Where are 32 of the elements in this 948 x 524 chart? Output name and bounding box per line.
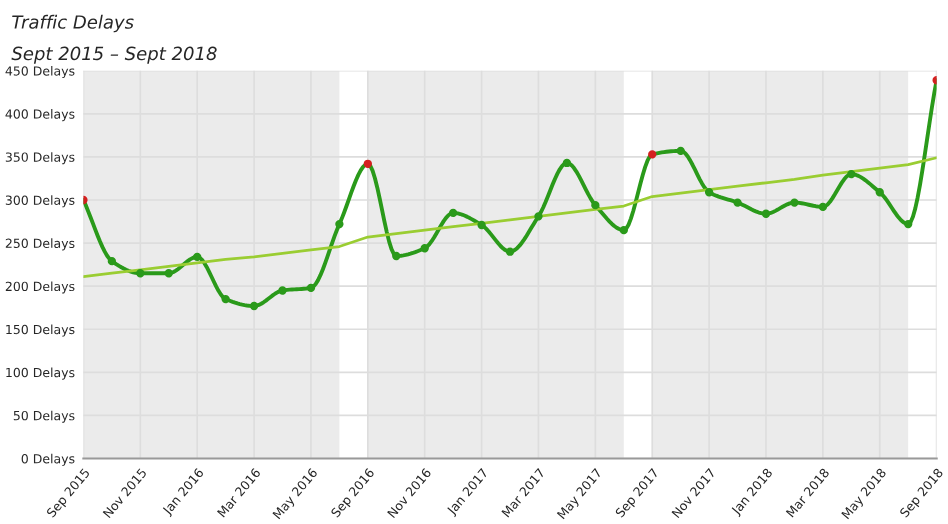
- point: [818, 202, 828, 212]
- point: [761, 209, 771, 218]
- line-series: [83, 156, 937, 279]
- point: [619, 225, 628, 235]
- point: [648, 150, 657, 159]
- point: [591, 201, 600, 210]
- point: [363, 159, 372, 168]
- point: [306, 283, 316, 293]
- chart-title: Traffic Delays: [12, 14, 134, 33]
- point: [477, 220, 486, 230]
- point: [392, 251, 401, 261]
- point: [562, 158, 572, 168]
- point: [335, 219, 344, 229]
- point: [164, 269, 173, 278]
- chart-subtitle: Sept 2015 – Sept 2018: [11, 46, 217, 64]
- point: [875, 188, 884, 197]
- point: [448, 208, 458, 218]
- point: [904, 219, 913, 229]
- point: [733, 198, 742, 207]
- point: [704, 188, 714, 197]
- point: [676, 146, 685, 156]
- point: [107, 257, 117, 266]
- point: [249, 301, 259, 311]
- point: [505, 247, 515, 256]
- point: [136, 269, 145, 278]
- point: [534, 212, 543, 221]
- point: [420, 244, 429, 253]
- point: [790, 198, 799, 207]
- point: [278, 286, 287, 295]
- point: [193, 252, 202, 262]
- point: [847, 169, 856, 179]
- point: [221, 294, 230, 304]
